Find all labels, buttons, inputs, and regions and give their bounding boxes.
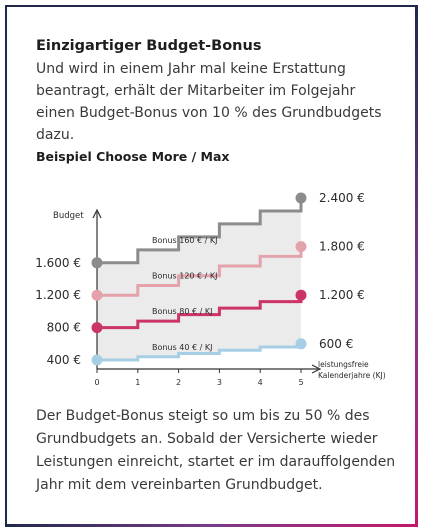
intro-paragraph: Und wird in einem Jahr mal keine Erstatt…: [36, 61, 382, 143]
series-line: [97, 198, 303, 265]
y-tick-label: 800 €: [47, 321, 81, 335]
x-tick-label: 4: [258, 378, 263, 387]
series-bonus-label: Bonus 160 € / KJ: [152, 236, 218, 245]
series-start-dot: [91, 322, 103, 334]
series-bonus-label: Bonus 120 € / KJ: [152, 271, 218, 280]
page-title: Einzigartiger Budget-Bonus: [36, 38, 262, 54]
series-end-label: 600 €: [319, 337, 353, 351]
series-end-label: 1.800 €: [319, 240, 365, 254]
x-axis-label-line2: Kalenderjahre (KJ): [318, 371, 386, 380]
series-end-label: 2.400 €: [319, 191, 365, 205]
card-frame-gradient-right: [415, 5, 418, 527]
x-axis-label-line1: leistungsfreie: [318, 360, 369, 369]
card-frame: [5, 5, 418, 527]
series-end-dot: [295, 241, 307, 253]
x-tick-label: 5: [298, 378, 303, 387]
series-start-dot: [91, 354, 103, 366]
x-tick-label: 3: [217, 378, 222, 387]
x-tick-label: 1: [135, 378, 140, 387]
card-frame-gradient-bottom: [5, 524, 418, 527]
shaded-area: [97, 198, 301, 360]
series-line: [97, 246, 303, 297]
series-end-label: 1.200 €: [319, 288, 365, 302]
y-tick-label: 1.200 €: [35, 288, 81, 302]
series-end-dot: [295, 338, 307, 350]
outro-paragraph: Der Budget-Bonus steigt so um bis zu 50 …: [36, 408, 396, 493]
y-axis-label: Budget: [53, 211, 84, 221]
series-line: [97, 343, 303, 362]
x-tick-label: 0: [94, 378, 99, 387]
series-end-dot: [295, 289, 307, 301]
x-axis-arrow: [311, 364, 322, 374]
series-start-dot: [91, 289, 103, 301]
chart-subtitle: Beispiel Choose More / Max: [36, 149, 230, 164]
series-line: [97, 295, 303, 330]
series-start-dot: [91, 257, 103, 269]
series-bonus-label: Bonus 40 € / KJ: [152, 343, 212, 352]
y-axis-arrow: [92, 208, 102, 219]
x-tick-label: 2: [176, 378, 181, 387]
y-tick-label: 1.600 €: [35, 256, 81, 270]
series-bonus-label: Bonus 80 € / KJ: [152, 307, 212, 316]
y-tick-label: 400 €: [47, 353, 81, 367]
series-end-dot: [295, 192, 307, 204]
